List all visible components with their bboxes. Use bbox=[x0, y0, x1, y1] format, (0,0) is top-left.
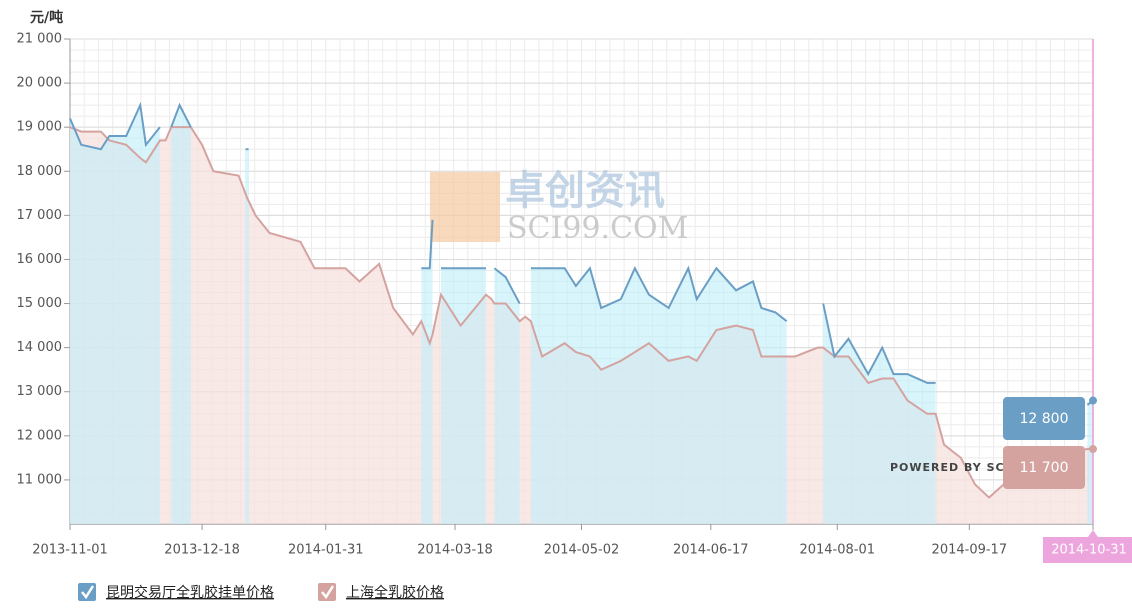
y-tick-label: 18 000 bbox=[17, 164, 63, 179]
line bbox=[493, 267, 521, 305]
x-tick-label: 2014-03-18 bbox=[417, 543, 493, 558]
y-tick-label: 12 000 bbox=[17, 428, 63, 443]
legend-label: 上海全乳胶价格 bbox=[346, 584, 444, 601]
line bbox=[69, 126, 1093, 499]
legend-checkbox bbox=[318, 583, 336, 601]
legend-item[interactable]: 上海全乳胶价格 bbox=[318, 583, 444, 601]
area bbox=[245, 149, 250, 524]
value-label-box bbox=[1003, 397, 1085, 440]
x-tick-label: 2014-06-17 bbox=[673, 543, 749, 558]
x-tick-label: 2013-11-01 bbox=[32, 543, 108, 558]
area bbox=[530, 268, 787, 524]
area bbox=[421, 219, 433, 525]
end-point bbox=[1089, 396, 1097, 405]
x-tick-highlight bbox=[1043, 537, 1132, 563]
y-tick-label: 20 000 bbox=[17, 76, 63, 91]
x-tick-label: 2014-10-31 bbox=[1051, 543, 1127, 558]
watermark-cn: 卓创资讯 bbox=[505, 168, 665, 214]
value-label: 12 800 bbox=[1020, 411, 1069, 427]
x-tick-pointer bbox=[1088, 530, 1098, 537]
credit: POWERED BY SCI99 bbox=[890, 461, 1027, 474]
y-tick-label: 14 000 bbox=[17, 340, 63, 355]
legend-label: 昆明交易厅全乳胶挂单价格 bbox=[106, 584, 274, 601]
line bbox=[822, 303, 936, 384]
watermark: 卓创资讯 SCI99.COM bbox=[430, 168, 688, 246]
x-tick-label: 2014-01-31 bbox=[288, 543, 364, 558]
area bbox=[440, 268, 486, 524]
legend-check bbox=[321, 585, 335, 600]
line bbox=[170, 102, 192, 128]
y-tick-label: 13 000 bbox=[17, 384, 63, 399]
line bbox=[421, 219, 434, 270]
line bbox=[69, 101, 161, 151]
x-tick-label: 2014-05-02 bbox=[544, 543, 620, 558]
legend-checkbox bbox=[78, 583, 96, 601]
x-tick-label: 2013-12-18 bbox=[164, 543, 240, 558]
y-tick-label: 17 000 bbox=[17, 208, 63, 223]
value-label: 11 700 bbox=[1020, 460, 1069, 476]
y-tick-label: 16 000 bbox=[17, 252, 63, 267]
area bbox=[494, 268, 520, 524]
end-point bbox=[1089, 445, 1097, 454]
x-tick-label: 2014-08-01 bbox=[799, 543, 875, 558]
y-tick-label: 19 000 bbox=[17, 120, 63, 135]
area bbox=[171, 105, 191, 525]
line bbox=[530, 265, 788, 322]
area bbox=[1087, 400, 1093, 524]
watermark-logo bbox=[430, 172, 500, 242]
value-label-box bbox=[1003, 446, 1085, 489]
y-tick-label: 15 000 bbox=[17, 296, 63, 311]
legend-item[interactable]: 昆明交易厅全乳胶挂单价格 bbox=[78, 583, 274, 601]
area bbox=[70, 105, 160, 525]
y-tick-label: 21 000 bbox=[17, 32, 63, 47]
watermark-en: SCI99.COM bbox=[507, 211, 688, 246]
y-unit: 元/吨 bbox=[30, 9, 63, 26]
x-tick-label: 2014-09-17 bbox=[932, 543, 1008, 558]
legend-check bbox=[81, 585, 95, 600]
y-tick-label: 11 000 bbox=[17, 472, 63, 487]
